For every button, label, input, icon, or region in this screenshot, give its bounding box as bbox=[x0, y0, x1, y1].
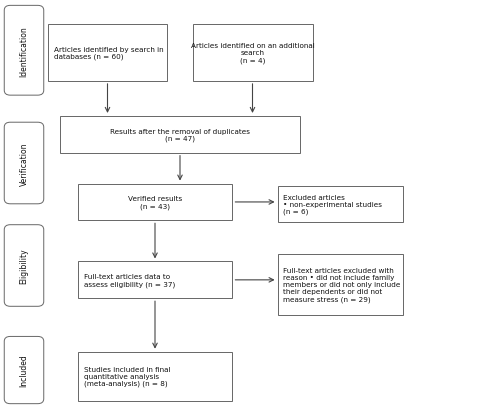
FancyBboxPatch shape bbox=[278, 254, 402, 315]
Text: Included: Included bbox=[20, 354, 28, 387]
Text: Excluded articles
• non-experimental studies
(n = 6): Excluded articles • non-experimental stu… bbox=[282, 194, 382, 215]
FancyBboxPatch shape bbox=[278, 186, 402, 223]
FancyBboxPatch shape bbox=[4, 225, 44, 307]
Text: Verified results
(n = 43): Verified results (n = 43) bbox=[128, 196, 182, 209]
Text: Studies included in final
quantitative analysis
(meta-analysis) (n = 8): Studies included in final quantitative a… bbox=[84, 366, 170, 387]
FancyBboxPatch shape bbox=[78, 352, 233, 401]
FancyBboxPatch shape bbox=[4, 123, 44, 204]
Text: Identification: Identification bbox=[20, 26, 28, 76]
Text: Results after the removal of duplicates
(n = 47): Results after the removal of duplicates … bbox=[110, 128, 250, 142]
Text: Full-text articles data to
assess eligibility (n = 37): Full-text articles data to assess eligib… bbox=[84, 274, 175, 287]
FancyBboxPatch shape bbox=[4, 6, 44, 96]
Text: Verification: Verification bbox=[20, 142, 28, 185]
Text: Full-text articles excluded with
reason • did not include family
members or did : Full-text articles excluded with reason … bbox=[282, 267, 400, 302]
Text: Eligibility: Eligibility bbox=[20, 248, 28, 283]
FancyBboxPatch shape bbox=[48, 25, 168, 82]
FancyBboxPatch shape bbox=[78, 184, 233, 221]
FancyBboxPatch shape bbox=[192, 25, 312, 82]
FancyBboxPatch shape bbox=[60, 117, 300, 153]
FancyBboxPatch shape bbox=[78, 262, 233, 299]
FancyBboxPatch shape bbox=[4, 337, 44, 404]
Text: Articles identified by search in
databases (n = 60): Articles identified by search in databas… bbox=[54, 47, 163, 60]
Text: Articles identified on an additional
search
(n = 4): Articles identified on an additional sea… bbox=[190, 43, 314, 63]
